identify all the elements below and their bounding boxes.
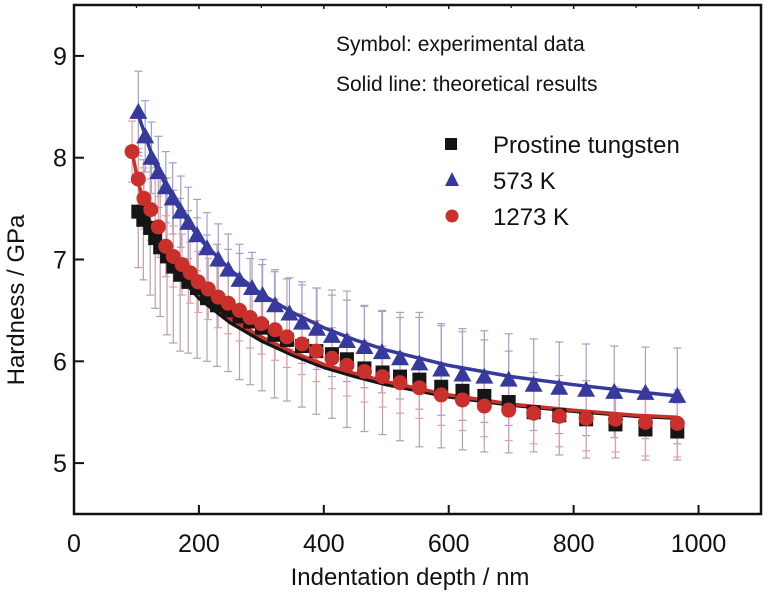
data-point-circle: [526, 405, 542, 421]
y-tick-label: 9: [53, 43, 67, 71]
data-point-triangle: [337, 331, 356, 348]
x-axis-label: Indentation depth / nm: [291, 564, 530, 591]
legend-item-573k: 573 K: [445, 168, 556, 195]
data-point-triangle: [605, 382, 624, 399]
data-point-circle: [339, 357, 355, 373]
x-tick-label: 400: [303, 530, 345, 558]
data-point-triangle: [391, 349, 410, 366]
data-point-triangle: [636, 383, 655, 400]
data-point-triangle: [577, 380, 596, 397]
data-point-circle: [232, 302, 248, 318]
data-point-circle: [136, 190, 152, 206]
data-point-circle: [454, 392, 470, 408]
data-point-square: [477, 388, 492, 403]
data-point-circle: [130, 171, 146, 187]
data-point-triangle: [129, 102, 148, 119]
data-point-circle: [433, 387, 449, 403]
legend-item-1273k: 1273 K: [445, 204, 569, 231]
legend: Prostine tungsten 573 K 1273 K: [445, 132, 680, 231]
data-point-triangle: [307, 319, 326, 336]
data-point-circle: [200, 281, 216, 297]
data-point-triangle: [355, 338, 374, 355]
data-point-circle: [637, 414, 653, 430]
legend-label: Prostine tungsten: [493, 132, 680, 159]
data-point-triangle: [156, 178, 175, 195]
legend-label: 1273 K: [493, 204, 569, 231]
annotation-solid-line: Solid line: theoretical results: [336, 73, 597, 96]
data-point-circle: [294, 336, 310, 352]
data-point-triangle: [432, 360, 451, 377]
data-point-circle: [267, 322, 283, 338]
y-tick-label: 6: [53, 348, 67, 376]
data-point-triangle: [475, 367, 494, 384]
data-point-triangle: [253, 286, 272, 303]
data-point-circle: [356, 363, 372, 379]
data-point-triangle: [136, 127, 155, 144]
data-point-circle: [150, 219, 166, 235]
data-point-circle: [220, 295, 236, 311]
data-point-circle: [324, 350, 340, 366]
data-point-circle: [411, 380, 427, 396]
legend-circle-icon: [445, 209, 459, 223]
data-point-triangle: [410, 354, 429, 371]
data-point-triangle: [266, 296, 285, 313]
axes: 0 200 400 600 800 1000 5 6 7 8 9: [53, 5, 726, 558]
x-tick-label: 800: [553, 530, 595, 558]
data-point-triangle: [292, 313, 311, 330]
legend-label: 573 K: [493, 168, 556, 195]
x-tick-label: 600: [428, 530, 470, 558]
data-markers: [124, 102, 687, 439]
data-point-triangle: [499, 370, 518, 387]
x-tick-label: 0: [67, 530, 81, 558]
data-point-triangle: [668, 386, 687, 403]
legend-item-prostine-tungsten: Prostine tungsten: [445, 132, 680, 159]
y-tick-label: 5: [53, 450, 67, 478]
annotation-symbol: Symbol: experimental data: [336, 33, 585, 56]
x-tick-label: 200: [178, 530, 220, 558]
data-point-triangle: [322, 326, 341, 343]
data-point-circle: [124, 144, 140, 160]
data-point-triangle: [209, 250, 228, 267]
data-point-triangle: [242, 279, 261, 296]
data-point-circle: [253, 316, 269, 332]
data-point-circle: [476, 398, 492, 414]
data-point-circle: [308, 343, 324, 359]
data-point-circle: [375, 369, 391, 385]
y-axis-label: Hardness / GPa: [3, 214, 30, 385]
data-point-triangle: [524, 375, 543, 392]
data-point-triangle: [230, 270, 249, 287]
data-point-triangle: [171, 202, 190, 219]
data-point-circle: [501, 402, 517, 418]
data-point-triangle: [453, 365, 472, 382]
data-point-triangle: [219, 260, 238, 277]
data-point-triangle: [280, 304, 299, 321]
data-point-circle: [392, 375, 408, 391]
data-point-triangle: [188, 226, 207, 243]
x-tick-label: 1000: [671, 530, 727, 558]
data-point-circle: [669, 415, 685, 431]
data-point-triangle: [142, 148, 161, 165]
data-point-triangle: [163, 189, 182, 206]
data-point-circle: [242, 310, 258, 326]
y-tick-label: 8: [53, 145, 67, 173]
data-point-triangle: [550, 378, 569, 395]
data-point-circle: [578, 410, 594, 426]
legend-square-icon: [445, 138, 457, 150]
data-point-circle: [607, 411, 623, 427]
data-point-triangle: [149, 162, 168, 179]
data-point-circle: [279, 329, 295, 345]
data-point-triangle: [179, 213, 198, 230]
data-point-circle: [143, 202, 159, 218]
data-point-circle: [551, 408, 567, 424]
y-tick-label: 7: [53, 247, 67, 275]
data-point-triangle: [198, 239, 217, 256]
data-point-triangle: [372, 343, 391, 360]
legend-triangle-icon: [445, 172, 459, 186]
